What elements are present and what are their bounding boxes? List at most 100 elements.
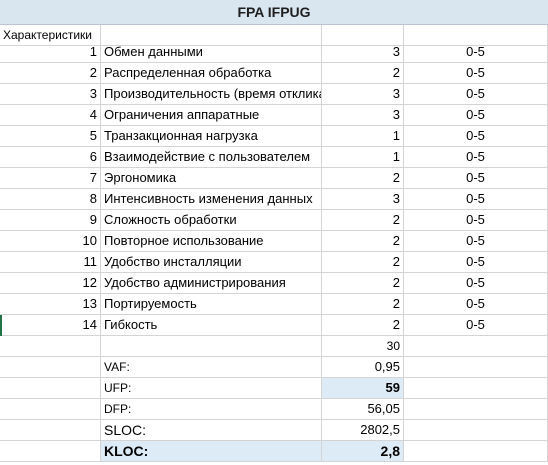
characteristic-number-cell[interactable]: 13 [0, 294, 101, 315]
characteristic-name-cell[interactable]: Удобство администрирования [101, 273, 322, 294]
empty-cell[interactable] [0, 378, 101, 399]
characteristic-name-cell[interactable]: Распределенная обработка [101, 63, 322, 84]
characteristic-row: 8 Интенсивность изменения данных 3 0-5 [0, 189, 548, 210]
characteristic-row: 1 Обмен данными 3 0-5 [0, 42, 548, 63]
metric-value-sloc[interactable]: 2802,5 [322, 420, 404, 441]
characteristic-number-cell[interactable]: 9 [0, 210, 101, 231]
metric-value-ufp[interactable]: 59 [322, 378, 404, 399]
metric-label-ufp[interactable]: UFP: [101, 378, 322, 399]
characteristic-value-cell[interactable]: 2 [322, 252, 404, 273]
characteristic-range-cell[interactable]: 0-5 [404, 210, 548, 231]
empty-cell[interactable] [404, 357, 548, 378]
metric-label-kloc[interactable]: KLOC: [101, 441, 322, 462]
empty-cell[interactable] [404, 378, 548, 399]
metric-value-dfp[interactable]: 56,05 [322, 399, 404, 420]
characteristic-name-cell[interactable]: Интенсивность изменения данных [101, 189, 322, 210]
characteristic-value-cell[interactable]: 3 [322, 105, 404, 126]
characteristic-value-cell[interactable]: 2 [322, 63, 404, 84]
characteristic-value-cell[interactable]: 2 [322, 315, 404, 336]
characteristic-name-cell[interactable]: Повторное использование [101, 231, 322, 252]
characteristic-range-cell[interactable]: 0-5 [404, 63, 548, 84]
characteristic-number-cell[interactable]: 3 [0, 84, 101, 105]
characteristic-name-cell[interactable]: Портируемость [101, 294, 322, 315]
empty-cell[interactable] [404, 336, 548, 357]
characteristic-number-cell[interactable]: 8 [0, 189, 101, 210]
characteristic-row: 11 Удобство инсталляции 2 0-5 [0, 252, 548, 273]
metric-label-dfp[interactable]: DFP: [101, 399, 322, 420]
characteristic-name-cell[interactable]: Удобство инсталляции [101, 252, 322, 273]
sheet-title[interactable]: FPA IFPUG [0, 0, 548, 25]
empty-cell[interactable] [404, 441, 548, 462]
empty-cell[interactable] [404, 399, 548, 420]
empty-cell[interactable] [0, 441, 101, 462]
characteristic-range-cell[interactable]: 0-5 [404, 42, 548, 63]
characteristic-number-cell[interactable]: 10 [0, 231, 101, 252]
characteristic-value-cell[interactable]: 2 [322, 210, 404, 231]
empty-cell[interactable] [0, 399, 101, 420]
characteristic-range-cell[interactable]: 0-5 [404, 168, 548, 189]
characteristic-value-cell[interactable]: 3 [322, 84, 404, 105]
characteristic-name-cell[interactable]: Сложность обработки [101, 210, 322, 231]
selection-marker [0, 315, 2, 336]
characteristic-range-cell[interactable]: 0-5 [404, 273, 548, 294]
metric-row-sloc: SLOC: 2802,5 [0, 420, 548, 441]
characteristic-value-cell[interactable]: 2 [322, 294, 404, 315]
characteristic-name-cell[interactable]: Эргономика [101, 168, 322, 189]
characteristic-value-cell[interactable]: 1 [322, 126, 404, 147]
characteristic-name-cell[interactable]: Производительность (время отклика) [101, 84, 322, 105]
characteristic-range-cell[interactable]: 0-5 [404, 147, 548, 168]
characteristic-row: 4 Ограничения аппаратные 3 0-5 [0, 105, 548, 126]
characteristic-row: 10 Повторное использование 2 0-5 [0, 231, 548, 252]
characteristic-number-cell[interactable]: 6 [0, 147, 101, 168]
metric-label-vaf[interactable]: VAF: [101, 357, 322, 378]
characteristic-value-cell[interactable]: 2 [322, 273, 404, 294]
characteristic-row: 3 Производительность (время отклика) 3 0-5 [0, 84, 548, 105]
header-label-cell[interactable]: Характеристики [0, 25, 101, 46]
empty-cell[interactable] [0, 336, 101, 357]
characteristic-range-cell[interactable]: 0-5 [404, 315, 548, 336]
characteristic-range-cell[interactable]: 0-5 [404, 294, 548, 315]
characteristic-number-cell[interactable]: 14 [0, 315, 101, 336]
characteristic-name-cell[interactable]: Ограничения аппаратные [101, 105, 322, 126]
empty-cell[interactable] [322, 25, 404, 46]
empty-cell[interactable] [101, 336, 322, 357]
metric-row-ufp: UFP: 59 [0, 378, 548, 399]
characteristic-row: 5 Транзакционная нагрузка 1 0-5 [0, 126, 548, 147]
characteristic-value-cell[interactable]: 2 [322, 168, 404, 189]
characteristic-number-cell[interactable]: 1 [0, 42, 101, 63]
empty-cell[interactable] [0, 420, 101, 441]
characteristic-value-cell[interactable]: 2 [322, 231, 404, 252]
characteristic-value-cell[interactable]: 1 [322, 147, 404, 168]
empty-cell[interactable] [0, 357, 101, 378]
characteristic-number-cell[interactable]: 2 [0, 63, 101, 84]
metric-value-kloc[interactable]: 2,8 [322, 441, 404, 462]
characteristic-name-cell[interactable]: Обмен данными [101, 42, 322, 63]
characteristic-name-cell[interactable]: Взаимодействие с пользователем [101, 147, 322, 168]
metric-label-sloc[interactable]: SLOC: [101, 420, 322, 441]
metric-value-vaf[interactable]: 0,95 [322, 357, 404, 378]
header-row: Характеристики [0, 25, 548, 46]
characteristic-range-cell[interactable]: 0-5 [404, 231, 548, 252]
characteristic-number-cell[interactable]: 12 [0, 273, 101, 294]
characteristic-value-cell[interactable]: 3 [322, 42, 404, 63]
metric-row-dfp: DFP: 56,05 [0, 399, 548, 420]
characteristic-range-cell[interactable]: 0-5 [404, 84, 548, 105]
characteristic-number-cell[interactable]: 11 [0, 252, 101, 273]
empty-cell[interactable] [101, 25, 322, 46]
characteristic-name-cell[interactable]: Гибкость [101, 315, 322, 336]
metric-row-vaf: VAF: 0,95 [0, 357, 548, 378]
characteristic-range-cell[interactable]: 0-5 [404, 252, 548, 273]
characteristic-row: 12 Удобство администрирования 2 0-5 [0, 273, 548, 294]
sum-value-cell[interactable]: 30 [322, 336, 404, 357]
characteristic-range-cell[interactable]: 0-5 [404, 189, 548, 210]
characteristic-number-cell[interactable]: 7 [0, 168, 101, 189]
characteristic-range-cell[interactable]: 0-5 [404, 126, 548, 147]
characteristic-row: 7 Эргономика 2 0-5 [0, 168, 548, 189]
sum-row: 30 [0, 336, 548, 357]
characteristic-range-cell[interactable]: 0-5 [404, 105, 548, 126]
empty-cell[interactable] [404, 420, 548, 441]
characteristic-number-cell[interactable]: 4 [0, 105, 101, 126]
characteristic-name-cell[interactable]: Транзакционная нагрузка [101, 126, 322, 147]
characteristic-value-cell[interactable]: 3 [322, 189, 404, 210]
characteristic-number-cell[interactable]: 5 [0, 126, 101, 147]
